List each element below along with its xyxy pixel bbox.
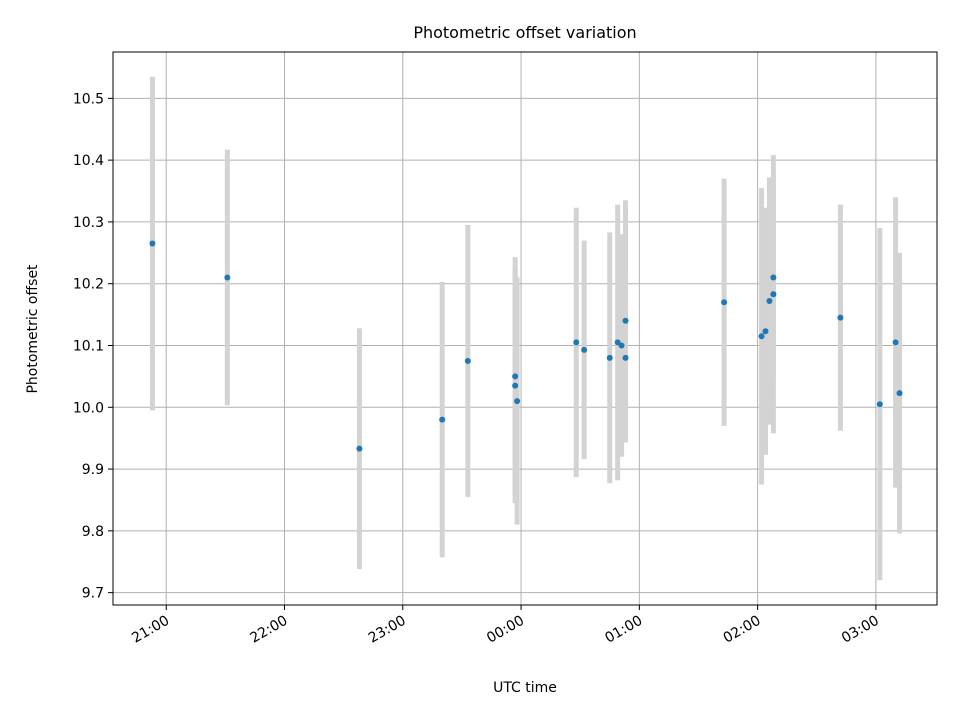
- x-tick-label: 02:00: [721, 613, 764, 647]
- x-axis-ticks: 21:00 22:00 23:00 00:00 01:00 02:00 03:00: [129, 605, 882, 647]
- y-tick-label: 9.7: [82, 586, 104, 602]
- data-point: [356, 445, 363, 452]
- x-tick-label: 21:00: [129, 613, 172, 647]
- data-points: [149, 240, 903, 452]
- data-point: [573, 339, 580, 346]
- data-point: [876, 401, 883, 408]
- y-tick-label: 10.5: [73, 91, 104, 107]
- data-point: [606, 354, 613, 361]
- x-tick-label: 03:00: [839, 613, 882, 647]
- y-tick-label: 9.8: [82, 524, 104, 540]
- y-tick-label: 10.4: [73, 153, 104, 169]
- data-point: [721, 299, 728, 306]
- x-tick-label: 00:00: [484, 613, 527, 647]
- data-point: [837, 314, 844, 321]
- data-point: [512, 373, 519, 380]
- x-tick-label: 01:00: [602, 613, 645, 647]
- x-tick-label: 23:00: [366, 613, 409, 647]
- data-point: [149, 240, 156, 247]
- grid: [113, 52, 937, 605]
- plot-area-frame: [112, 51, 938, 606]
- y-tick-label: 10.1: [73, 338, 104, 354]
- data-point: [439, 416, 446, 423]
- data-point: [896, 390, 903, 397]
- chart-title: Photometric offset variation: [413, 23, 636, 42]
- data-point: [770, 291, 777, 298]
- x-tick-label: 22:00: [248, 613, 291, 647]
- error-bars: [149, 76, 903, 581]
- data-point: [622, 317, 629, 324]
- data-point: [224, 274, 231, 281]
- data-point: [622, 354, 629, 361]
- y-tick-label: 9.9: [82, 462, 104, 478]
- y-axis-ticks: 9.7 9.8 9.9 10.0 10.1 10.2 10.3 10.4 10.5: [73, 91, 113, 602]
- data-point: [762, 328, 769, 335]
- data-point: [766, 298, 773, 305]
- data-point: [770, 274, 777, 281]
- data-point: [581, 346, 588, 353]
- y-axis-label: Photometric offset: [25, 264, 41, 394]
- y-tick-label: 10.0: [73, 400, 104, 416]
- data-point: [892, 339, 899, 346]
- data-point: [758, 333, 765, 340]
- data-point: [512, 382, 519, 389]
- data-point: [618, 342, 625, 349]
- y-tick-label: 10.2: [73, 277, 104, 293]
- x-axis-label: UTC time: [493, 680, 557, 696]
- data-point: [514, 398, 521, 405]
- data-point: [464, 357, 471, 364]
- y-tick-label: 10.3: [73, 215, 104, 231]
